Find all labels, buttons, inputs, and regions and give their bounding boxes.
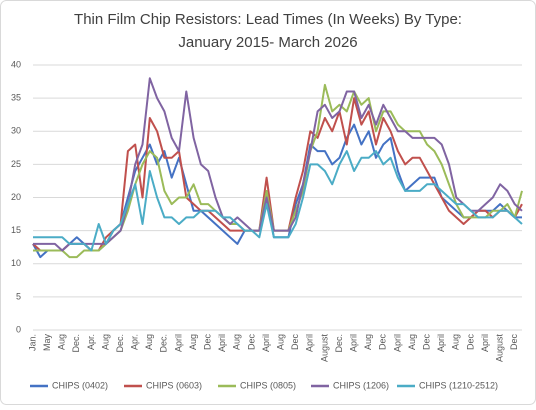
x-tick-label: Dec. — [334, 334, 344, 353]
x-tick-label: Dec. — [115, 334, 125, 353]
x-tick-label: Dec. — [159, 334, 169, 353]
legend-label: CHIPS (0402) — [52, 380, 108, 390]
x-tick-label: April — [261, 334, 271, 352]
y-tick-label: 30 — [11, 126, 21, 136]
x-tick-label: Aug — [232, 334, 242, 350]
y-tick-label: 25 — [11, 159, 21, 169]
x-tick-label: Dec. — [71, 334, 81, 353]
x-tick-label: Aug — [276, 334, 286, 350]
y-tick-label: 40 — [11, 59, 21, 69]
y-tick-label: 10 — [11, 258, 21, 268]
x-tick-label: April — [480, 334, 490, 352]
x-tick-label: Aug — [407, 334, 417, 350]
legend-label: CHIPS (1210-2512) — [419, 380, 498, 390]
x-tick-label: Aug — [188, 334, 198, 350]
x-tick-label: Dec — [290, 334, 300, 351]
x-tick-label: Jan. — [27, 334, 37, 351]
y-tick-label: 0 — [16, 324, 21, 334]
legend-label: CHIPS (0603) — [146, 380, 202, 390]
x-tick-label: Aug — [451, 334, 461, 350]
x-tick-label: Apr. — [130, 334, 140, 350]
legend-label: CHIPS (0805) — [240, 380, 296, 390]
x-tick-label: Dec — [203, 334, 213, 351]
x-tick-label: Apr. — [86, 334, 96, 350]
x-tick-label: Aug — [144, 334, 154, 350]
x-tick-label: April — [349, 334, 359, 352]
x-tick-label: April — [173, 334, 183, 352]
y-tick-label: 35 — [11, 93, 21, 103]
x-tick-label: April — [217, 334, 227, 352]
x-tick-label: Dec — [378, 334, 388, 351]
x-tick-label: May — [42, 334, 52, 352]
legend-label: CHIPS (1206) — [333, 380, 389, 390]
x-tick-label: August — [494, 334, 504, 363]
x-tick-label: Dec — [246, 334, 256, 351]
x-tick-label: Aug — [57, 334, 67, 350]
x-tick-label: Aug — [100, 334, 110, 350]
x-tick-label: Dec — [421, 334, 431, 351]
chart-subtitle: January 2015- March 2026 — [178, 34, 357, 51]
chart-title: Thin Film Chip Resistors: Lead Times (In… — [74, 11, 462, 28]
series-line — [33, 150, 523, 252]
series-line — [33, 77, 523, 252]
y-tick-label: 15 — [11, 225, 21, 235]
x-tick-label: Dec — [509, 334, 519, 351]
x-tick-label: April — [305, 334, 315, 352]
x-tick-label: Dec — [465, 334, 475, 351]
y-tick-label: 5 — [16, 291, 21, 301]
x-tick-label: April — [436, 334, 446, 352]
x-tick-label: Aug — [363, 334, 373, 350]
x-tick-label: August — [319, 334, 329, 363]
y-tick-label: 20 — [11, 192, 21, 202]
x-tick-label: April — [392, 334, 402, 352]
